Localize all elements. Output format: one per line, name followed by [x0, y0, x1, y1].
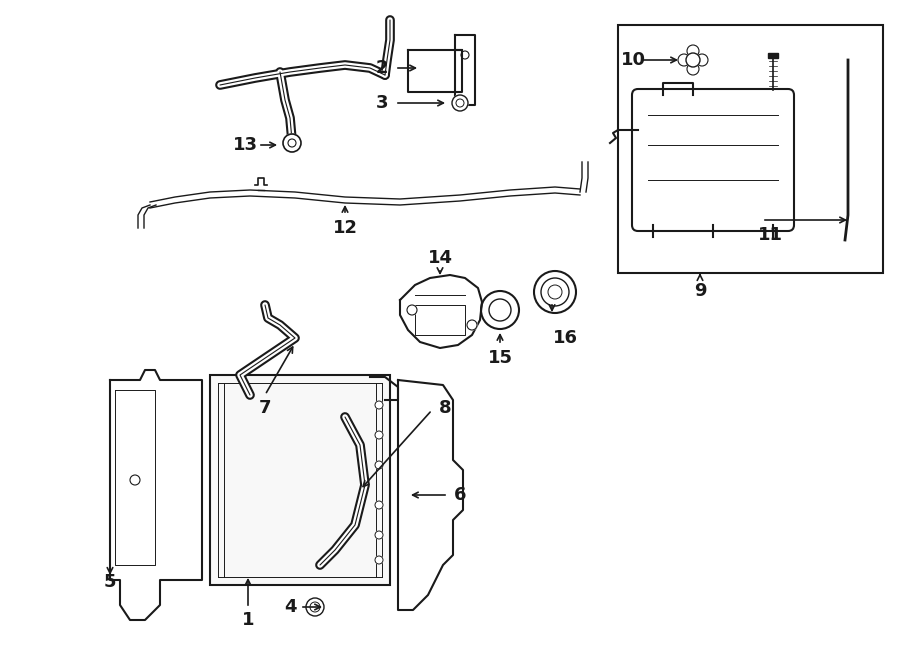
Ellipse shape	[541, 278, 569, 306]
Text: 16: 16	[553, 329, 578, 347]
Circle shape	[452, 95, 468, 111]
Ellipse shape	[548, 285, 562, 299]
Circle shape	[407, 305, 417, 315]
Text: 8: 8	[438, 399, 451, 417]
Text: 1: 1	[242, 611, 254, 629]
Circle shape	[306, 598, 324, 616]
Ellipse shape	[534, 271, 576, 313]
Circle shape	[375, 461, 383, 469]
Text: 3: 3	[376, 94, 388, 112]
Text: 11: 11	[758, 226, 782, 244]
Text: 15: 15	[488, 349, 512, 367]
Circle shape	[283, 134, 301, 152]
Ellipse shape	[687, 63, 699, 75]
Ellipse shape	[489, 299, 511, 321]
Text: 6: 6	[454, 486, 466, 504]
Ellipse shape	[687, 45, 699, 57]
Circle shape	[686, 53, 700, 67]
Polygon shape	[398, 380, 463, 610]
Polygon shape	[400, 275, 482, 348]
FancyBboxPatch shape	[632, 89, 794, 231]
Text: 12: 12	[332, 219, 357, 237]
Ellipse shape	[481, 291, 519, 329]
Text: 10: 10	[620, 51, 645, 69]
Bar	[210, 375, 390, 585]
Circle shape	[375, 501, 383, 509]
Circle shape	[375, 401, 383, 409]
Ellipse shape	[696, 54, 708, 66]
Circle shape	[375, 556, 383, 564]
Text: 14: 14	[428, 249, 453, 267]
Circle shape	[375, 431, 383, 439]
Ellipse shape	[678, 54, 690, 66]
Text: 4: 4	[284, 598, 296, 616]
Bar	[768, 53, 778, 58]
Bar	[618, 25, 883, 273]
Circle shape	[467, 320, 477, 330]
Text: 2: 2	[376, 59, 388, 77]
Text: 7: 7	[259, 399, 271, 417]
Text: 5: 5	[104, 573, 116, 591]
Circle shape	[375, 531, 383, 539]
Text: 9: 9	[694, 282, 706, 300]
Text: 13: 13	[232, 136, 257, 154]
Polygon shape	[110, 370, 202, 620]
Polygon shape	[455, 35, 475, 105]
